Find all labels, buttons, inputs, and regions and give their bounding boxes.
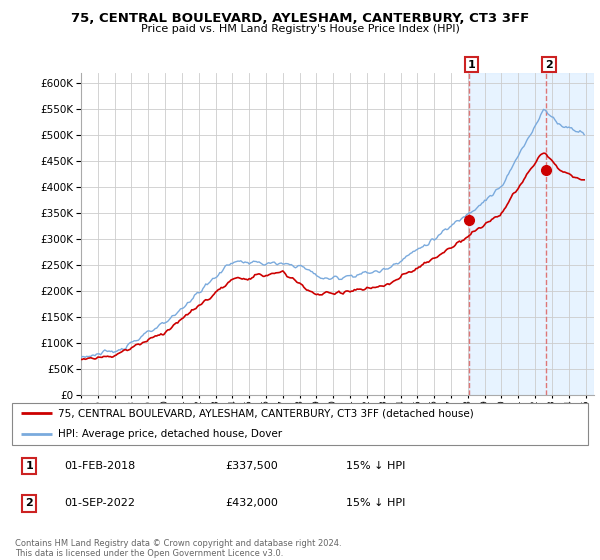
Text: HPI: Average price, detached house, Dover: HPI: Average price, detached house, Dove… — [58, 430, 282, 439]
Text: 2: 2 — [545, 59, 553, 69]
Text: 01-FEB-2018: 01-FEB-2018 — [64, 461, 135, 471]
Text: 1: 1 — [25, 461, 33, 471]
Text: Price paid vs. HM Land Registry's House Price Index (HPI): Price paid vs. HM Land Registry's House … — [140, 24, 460, 34]
Text: 2: 2 — [25, 498, 33, 508]
Text: £432,000: £432,000 — [225, 498, 278, 508]
Text: 01-SEP-2022: 01-SEP-2022 — [64, 498, 135, 508]
FancyBboxPatch shape — [12, 403, 588, 445]
Text: 15% ↓ HPI: 15% ↓ HPI — [346, 498, 406, 508]
Text: 15% ↓ HPI: 15% ↓ HPI — [346, 461, 406, 471]
Text: 1: 1 — [468, 59, 476, 69]
Text: Contains HM Land Registry data © Crown copyright and database right 2024.
This d: Contains HM Land Registry data © Crown c… — [15, 539, 341, 558]
Text: £337,500: £337,500 — [225, 461, 278, 471]
Text: 75, CENTRAL BOULEVARD, AYLESHAM, CANTERBURY, CT3 3FF (detached house): 75, CENTRAL BOULEVARD, AYLESHAM, CANTERB… — [58, 408, 474, 418]
Bar — [469, 73, 594, 395]
Text: 75, CENTRAL BOULEVARD, AYLESHAM, CANTERBURY, CT3 3FF: 75, CENTRAL BOULEVARD, AYLESHAM, CANTERB… — [71, 12, 529, 25]
